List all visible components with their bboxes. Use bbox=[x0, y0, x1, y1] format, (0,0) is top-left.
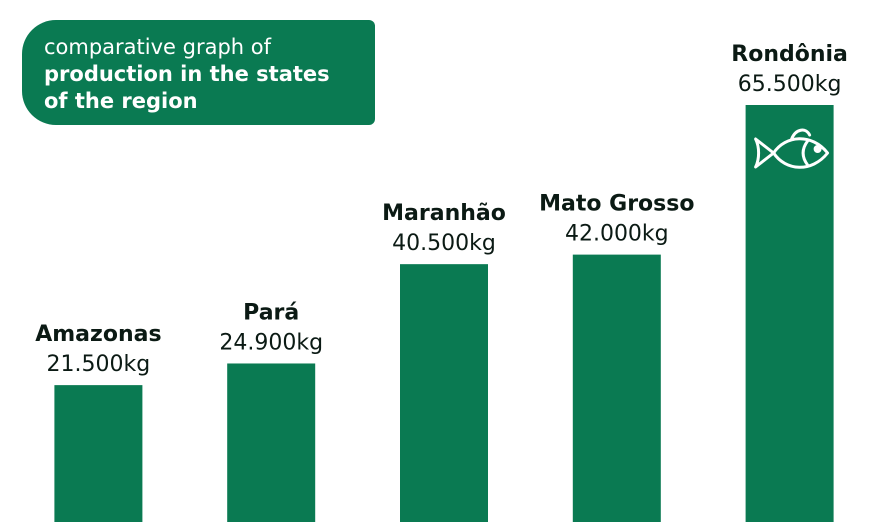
category-label: Pará bbox=[243, 300, 299, 325]
category-label: Mato Grosso bbox=[539, 192, 694, 217]
bar bbox=[54, 385, 143, 522]
value-label: 42.000kg bbox=[565, 222, 669, 247]
bar bbox=[400, 264, 488, 522]
fish-eye bbox=[813, 145, 822, 153]
title-box: comparative graph of production in the s… bbox=[22, 20, 375, 125]
value-label: 40.500kg bbox=[392, 231, 496, 256]
value-label: 21.500kg bbox=[47, 352, 151, 377]
value-label: 65.500kg bbox=[738, 72, 842, 97]
title-light: comparative graph of bbox=[44, 35, 272, 59]
value-label: 24.900kg bbox=[219, 330, 323, 355]
fish-body bbox=[772, 137, 830, 169]
bar bbox=[745, 105, 834, 522]
category-label: Maranhão bbox=[382, 201, 506, 226]
fish-icon bbox=[754, 128, 830, 169]
title-bold: production in the states of the region bbox=[44, 62, 330, 113]
category-label: Rondônia bbox=[731, 42, 848, 67]
category-label: Amazonas bbox=[35, 322, 161, 347]
bar bbox=[227, 363, 316, 522]
fish-tail bbox=[754, 137, 776, 169]
bar bbox=[572, 254, 661, 522]
fish-gill bbox=[801, 139, 810, 167]
fish-fin bbox=[790, 128, 812, 141]
